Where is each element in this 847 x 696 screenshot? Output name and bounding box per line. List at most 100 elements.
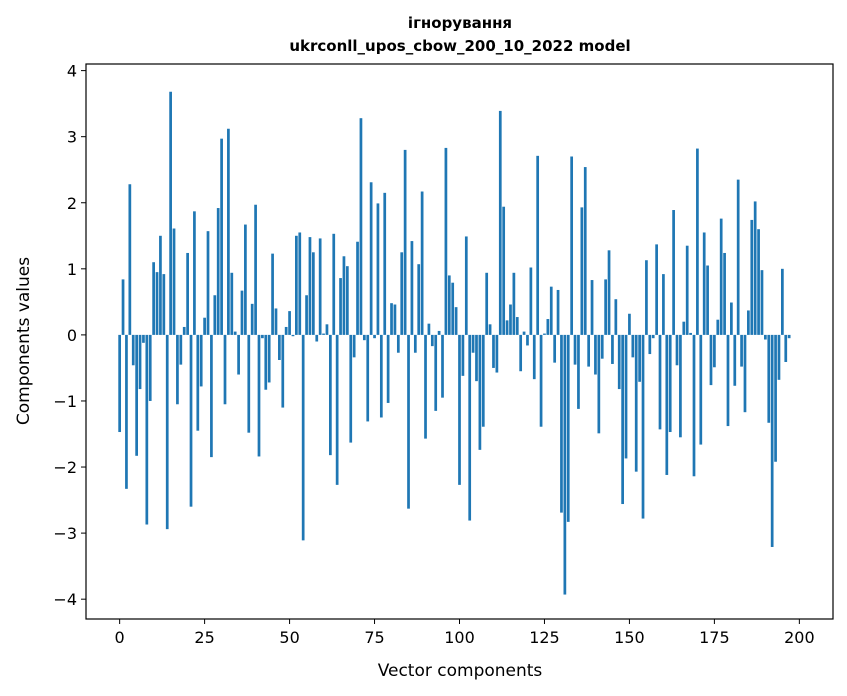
y-tick-label: 0 [67,326,77,345]
bar-55 [305,295,308,335]
bar-197 [787,334,791,339]
bar-127 [549,286,553,335]
x-tick-label: 100 [444,628,475,647]
bar-24 [199,334,203,387]
bar-10 [152,262,155,335]
bar-116 [512,272,516,335]
bar-0 [118,334,122,433]
bar-193 [774,334,777,462]
bar-144 [607,250,611,335]
bar-147 [617,334,621,390]
bar-63 [332,233,336,335]
bar-108 [485,272,489,335]
bar-88 [417,264,421,335]
bar-137 [583,167,587,335]
y-tick-label: −2 [53,458,77,477]
bar-181 [733,334,737,386]
x-tick-label: 25 [194,628,214,647]
bar-139 [590,280,594,335]
bar-66 [342,256,346,335]
bar-117 [515,317,519,335]
bar-14 [165,334,169,530]
bar-183 [740,334,743,367]
bar-79 [386,334,390,403]
bar-114 [505,320,509,335]
bar-58 [315,334,319,342]
bar-44 [267,334,271,383]
bar-173 [706,265,709,335]
y-tick-label: −1 [53,392,77,411]
bar-70 [356,241,359,335]
bar-161 [665,334,669,475]
bar-152 [634,334,638,472]
bar-104 [471,334,475,353]
x-tick-label: 175 [699,628,730,647]
bar-118 [519,334,523,372]
bar-165 [679,334,682,438]
bar-196 [784,334,788,362]
bar-15 [169,91,172,335]
bar-30 [220,138,223,335]
bar-50 [288,311,291,335]
bar-172 [702,232,706,335]
bar-148 [621,334,624,505]
x-tick-label: 150 [614,628,645,647]
bar-164 [675,334,679,366]
bar-48 [281,334,285,408]
bar-167 [685,245,689,335]
bar-75 [373,334,376,339]
x-axis-label: Vector components [378,661,543,681]
bar-163 [672,210,675,335]
bar-111 [495,334,499,373]
bar-20 [186,252,189,335]
bar-61 [325,324,329,335]
bar-4 [131,334,135,366]
bar-77 [379,334,383,418]
bar-28 [213,295,217,335]
bar-62 [329,334,332,456]
bar-158 [655,244,658,335]
bar-146 [614,299,618,335]
bar-109 [488,324,492,335]
bar-103 [468,334,472,521]
bar-190 [764,334,767,340]
bar-93 [434,334,438,411]
bar-87 [413,334,417,353]
bar-166 [682,321,686,335]
bar-174 [709,334,713,386]
x-axis-ticks: 0 25 50 75 100 125 150 175 200 [115,619,815,647]
bar-128 [553,334,557,363]
bar-39 [250,303,254,335]
bar-46 [274,308,278,335]
bar-155 [645,260,648,335]
y-tick-label: 2 [67,194,77,213]
bar-57 [312,252,315,335]
bar-36 [240,290,244,335]
bar-134 [573,334,577,365]
chart-title-line-2: ukrconll_upos_cbow_200_10_2022 model [289,37,630,55]
bar-34 [233,331,237,335]
bar-177 [719,218,723,335]
bar-19 [182,326,186,335]
bar-94 [437,330,441,335]
bar-71 [359,118,363,335]
plot-area-frame [85,63,834,620]
bar-52 [295,235,298,335]
bar-187 [753,201,757,335]
bar-100 [458,334,461,485]
bar-178 [723,252,726,335]
x-tick-label: 0 [115,628,125,647]
bar-102 [464,236,468,335]
bars-group [118,91,791,595]
bar-12 [159,235,162,335]
bar-153 [638,334,641,382]
bar-81 [393,304,397,335]
bar-130 [560,334,563,513]
bar-84 [403,149,407,335]
bar-78 [383,192,387,335]
bar-40 [254,204,257,335]
bar-5 [135,334,138,456]
chart-title-line-1: ігнорування [408,14,512,32]
bar-38 [247,334,251,433]
bar-68 [349,334,353,443]
